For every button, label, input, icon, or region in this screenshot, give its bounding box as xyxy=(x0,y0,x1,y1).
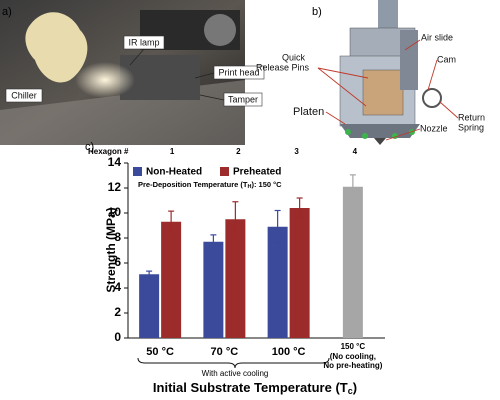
x-title-part: c xyxy=(348,386,353,396)
bar xyxy=(203,241,224,338)
bar xyxy=(139,274,160,338)
callout: Quick xyxy=(282,52,306,62)
panel-label: c) xyxy=(85,141,94,153)
bracket xyxy=(137,357,330,369)
callout: Nozzle xyxy=(420,123,448,133)
callout: Air slide xyxy=(421,32,453,42)
x-title-part: ) xyxy=(353,380,357,395)
callout: Print head xyxy=(218,67,259,77)
photo-a xyxy=(0,0,245,145)
hexagon-label: Hexagon # xyxy=(88,147,129,156)
subtitle-part: H xyxy=(247,184,251,190)
x-tick-label: 150 °C xyxy=(341,342,366,351)
hexagon-number: 4 xyxy=(353,147,358,156)
panel-label: a) xyxy=(2,6,12,18)
x-tick-label: 50 °C xyxy=(146,346,174,358)
callout: IR lamp xyxy=(128,37,159,47)
y-axis-title: Strength (MPa) xyxy=(104,207,118,292)
hexagon-number: 1 xyxy=(170,147,175,156)
callout: Return xyxy=(458,112,485,122)
y-tick-label: 10 xyxy=(108,205,122,219)
category-note: (No cooling, xyxy=(330,352,376,361)
callout: Tamper xyxy=(228,94,258,104)
hexagon-number: 2 xyxy=(236,147,241,156)
y-tick-label: 2 xyxy=(114,305,121,319)
bar xyxy=(342,186,363,338)
chart: c) Hexagon # Strength (MPa) Pre-Depositi… xyxy=(85,141,385,396)
callouts-b: b) Air slide Cam Quick Release Pins Plat… xyxy=(256,6,485,141)
callout: Cam xyxy=(437,54,456,64)
y-tick-label: 12 xyxy=(108,180,122,194)
x-axis-title: Initial Substrate Temperature (Tc) xyxy=(153,380,357,396)
y-tick-label: 8 xyxy=(114,230,121,244)
x-title-part: Initial Substrate Temperature (T xyxy=(153,380,348,395)
bar xyxy=(267,226,288,338)
bar xyxy=(225,219,246,338)
group-annotation: With active cooling xyxy=(202,369,269,378)
callout: Spring xyxy=(458,122,484,132)
legend-label: Preheated xyxy=(233,167,281,178)
x-tick-label: 100 °C xyxy=(272,346,306,358)
panel-label: b) xyxy=(312,6,322,18)
bar xyxy=(161,221,182,338)
subtitle: Pre-Deposition Temperature (TH): 150 °C xyxy=(138,180,282,190)
subtitle-part: Pre-Deposition Temperature (T xyxy=(138,180,248,189)
callout: Release Pins xyxy=(256,62,310,72)
callout: Chiller xyxy=(11,90,37,100)
y-tick-label: 14 xyxy=(108,155,122,169)
y-tick-label: 0 xyxy=(114,330,121,344)
cad-b xyxy=(339,0,442,145)
hexagon-number: 3 xyxy=(294,147,299,156)
bar xyxy=(289,208,310,338)
callout: Platen xyxy=(293,106,324,118)
legend-label: Non-Heated xyxy=(146,167,202,178)
subtitle-part: ): 150 °C xyxy=(251,180,282,189)
legend-swatch xyxy=(133,167,142,176)
y-tick-label: 4 xyxy=(114,280,121,294)
category-note: No pre-heating) xyxy=(323,361,382,370)
callouts-a: a) IR lamp Chiller Print head Tamper xyxy=(2,6,265,107)
x-tick-label: 70 °C xyxy=(211,346,239,358)
legend-swatch xyxy=(220,167,229,176)
y-tick-label: 6 xyxy=(114,255,121,269)
